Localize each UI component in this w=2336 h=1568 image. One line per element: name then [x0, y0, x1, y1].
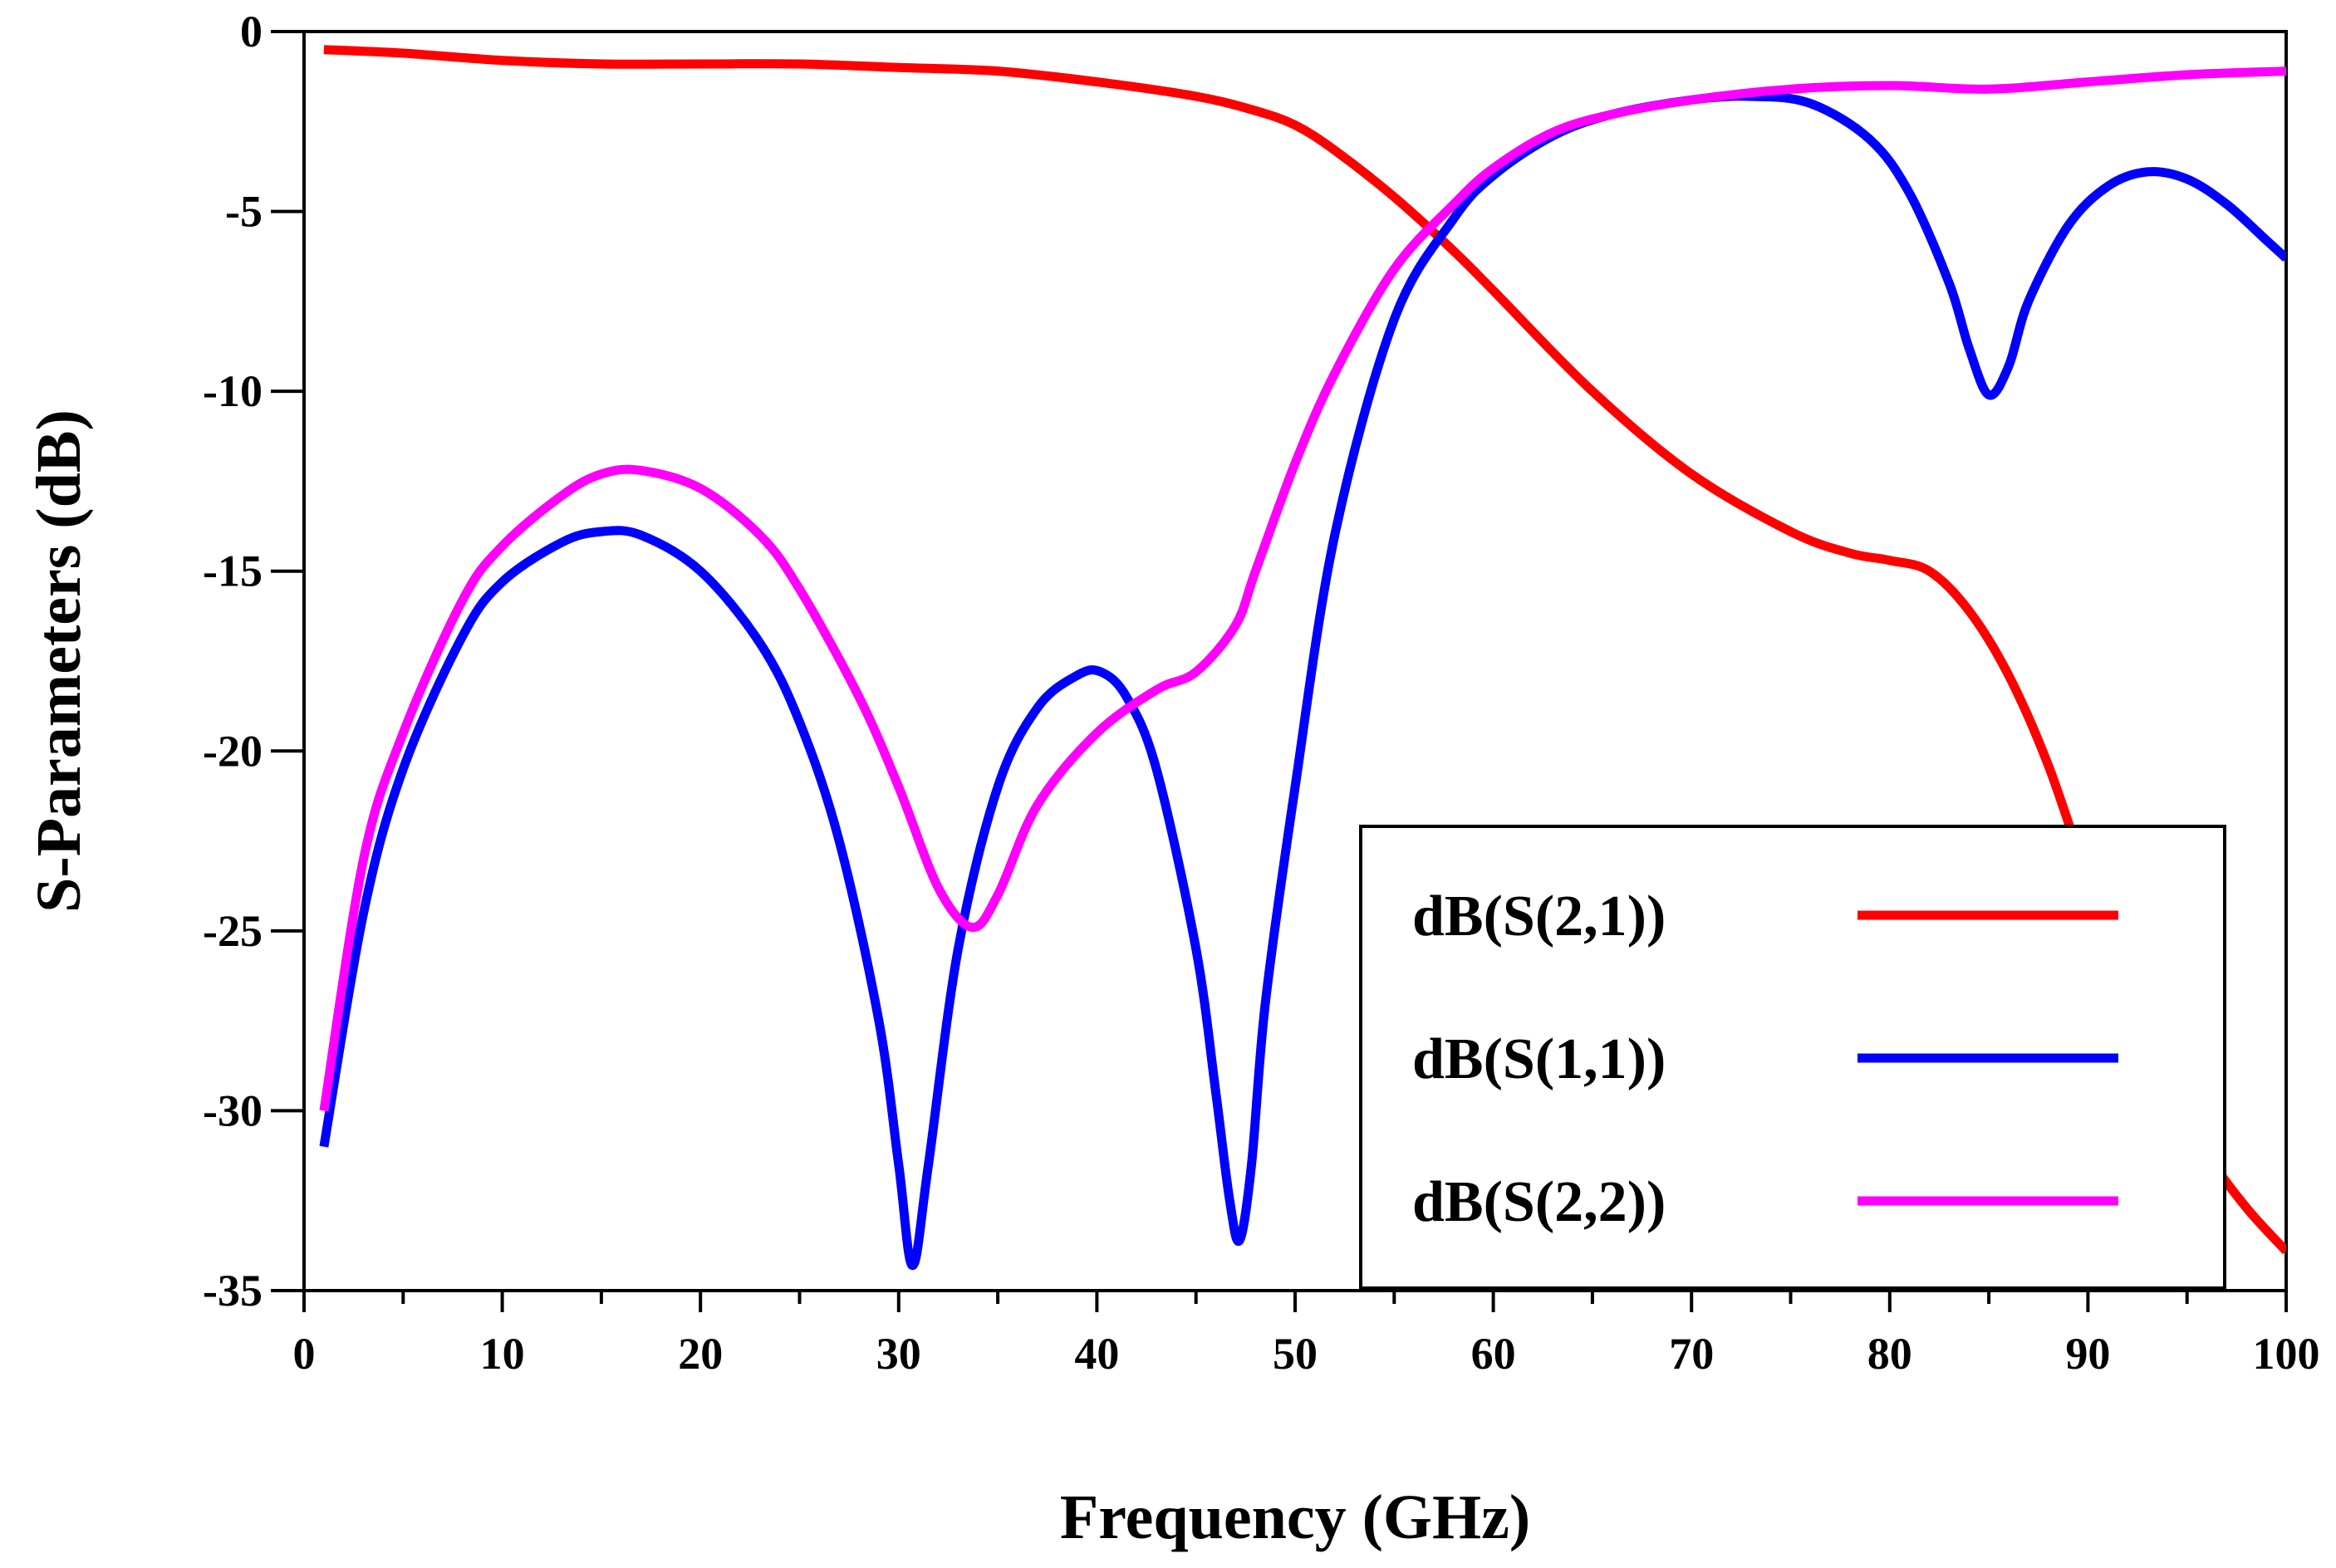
legend-label: dB(S(2,1))	[1412, 884, 1666, 948]
y-tick-label: -30	[203, 1085, 263, 1135]
x-tick-label: 0	[293, 1329, 316, 1379]
x-tick-label: 40	[1074, 1329, 1119, 1379]
y-tick-label: -25	[203, 906, 263, 956]
x-axis-title: Frequency (GHz)	[1060, 1482, 1530, 1552]
legend-label: dB(S(2,2))	[1412, 1170, 1666, 1234]
x-tick-label: 30	[876, 1329, 921, 1379]
y-axis-title: S-Parameters (dB)	[24, 409, 94, 913]
y-axis-ticks: 0 -5 -10 -15 -20 -25 -30 -35	[203, 7, 304, 1316]
series-line-s11	[319, 91, 2286, 1271]
x-tick-label: 60	[1471, 1329, 1516, 1379]
x-tick-label: 90	[2065, 1329, 2110, 1379]
y-tick-label: 0	[240, 7, 263, 56]
x-tick-label: 20	[678, 1329, 723, 1379]
x-tick-label: 100	[2253, 1329, 2320, 1379]
x-tick-label: 50	[1273, 1329, 1318, 1379]
x-tick-label: 80	[1867, 1329, 1912, 1379]
y-tick-label: -15	[203, 546, 263, 596]
y-tick-label: -5	[225, 187, 263, 237]
y-tick-label: -10	[203, 366, 263, 416]
x-tick-label: 10	[480, 1329, 525, 1379]
legend-label: dB(S(1,1))	[1412, 1027, 1666, 1091]
x-axis-ticks: 0 10 20 30 40 50 60 70 80 90 100	[293, 1291, 2320, 1379]
x-tick-label: 70	[1669, 1329, 1714, 1379]
legend: dB(S(2,1)) dB(S(1,1)) dB(S(2,2))	[1359, 825, 2226, 1290]
y-tick-label: -20	[203, 726, 263, 776]
series-line-s22	[319, 66, 2286, 1112]
y-tick-label: -35	[203, 1266, 263, 1316]
